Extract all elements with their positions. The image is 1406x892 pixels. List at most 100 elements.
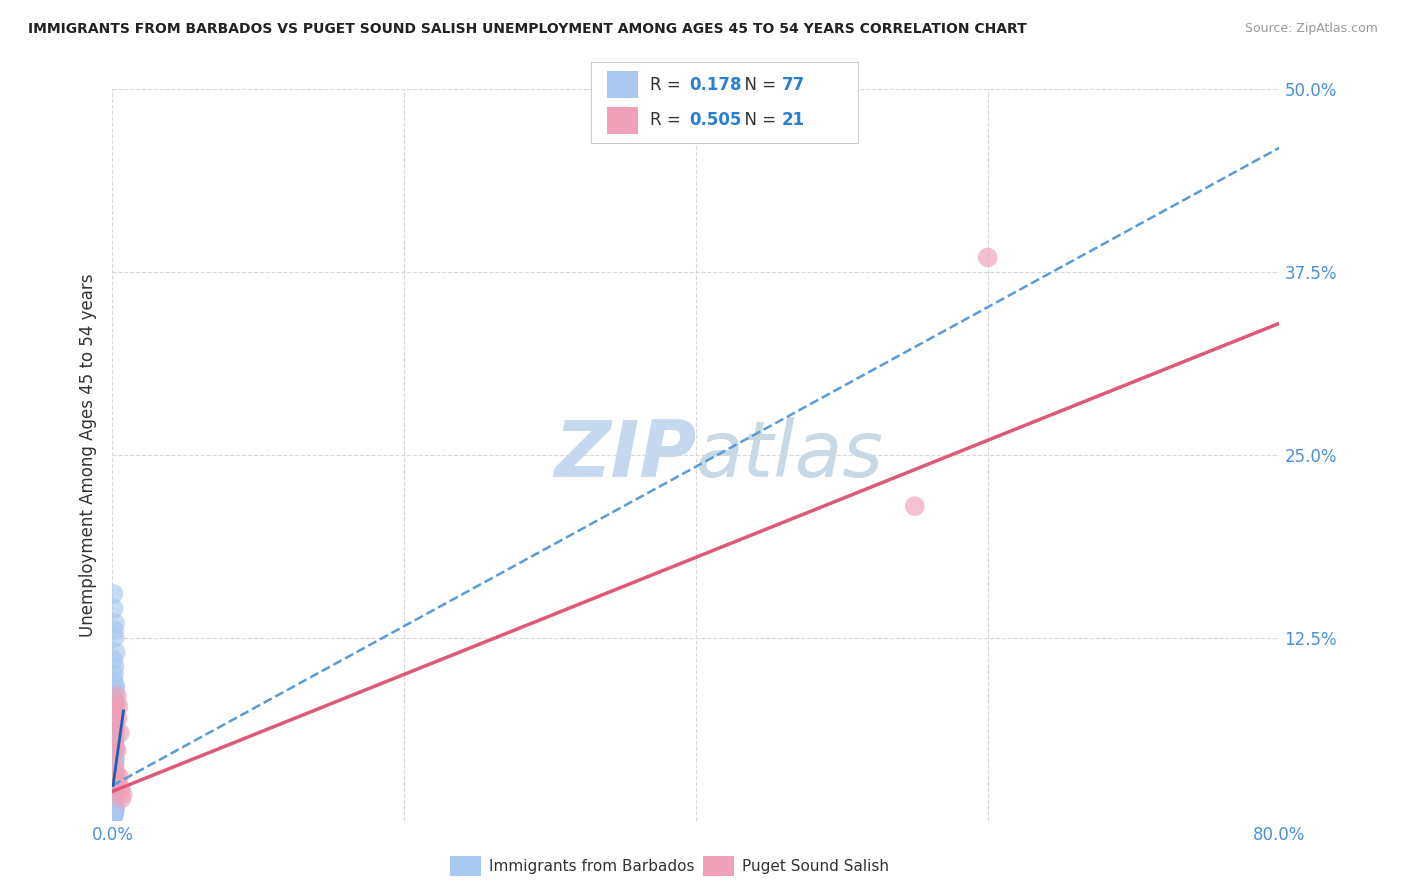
Text: Puget Sound Salish: Puget Sound Salish bbox=[742, 859, 890, 873]
Point bbox=[105, 690, 128, 704]
Point bbox=[104, 616, 127, 631]
Point bbox=[104, 799, 127, 814]
Point bbox=[103, 740, 125, 755]
Y-axis label: Unemployment Among Ages 45 to 54 years: Unemployment Among Ages 45 to 54 years bbox=[79, 273, 97, 637]
Point bbox=[976, 251, 998, 265]
Text: N =: N = bbox=[734, 76, 782, 94]
Point bbox=[104, 708, 127, 723]
Point bbox=[104, 697, 127, 711]
Point bbox=[103, 799, 125, 814]
Point bbox=[103, 667, 125, 681]
Point bbox=[103, 711, 125, 725]
Point bbox=[103, 770, 125, 784]
Point bbox=[110, 791, 132, 805]
Point bbox=[103, 805, 125, 819]
Point bbox=[103, 793, 125, 807]
Text: R =: R = bbox=[650, 112, 686, 129]
Point bbox=[104, 679, 127, 693]
Point bbox=[103, 624, 125, 638]
Point bbox=[111, 787, 134, 801]
Point bbox=[101, 805, 124, 819]
Point bbox=[107, 699, 129, 714]
Point bbox=[103, 802, 125, 816]
Text: ZIP: ZIP bbox=[554, 417, 696, 493]
Point bbox=[103, 787, 125, 801]
Point bbox=[103, 697, 125, 711]
Point bbox=[103, 806, 125, 821]
Point bbox=[101, 758, 124, 772]
Point bbox=[103, 587, 125, 601]
Point bbox=[103, 770, 125, 784]
Point bbox=[101, 805, 124, 819]
Point bbox=[103, 704, 125, 718]
Point bbox=[104, 767, 127, 781]
Text: 21: 21 bbox=[782, 112, 804, 129]
Point bbox=[101, 809, 124, 823]
Point bbox=[103, 799, 125, 814]
Point bbox=[103, 755, 125, 769]
Point bbox=[105, 772, 128, 787]
Text: R =: R = bbox=[650, 76, 686, 94]
Text: 0.178: 0.178 bbox=[689, 76, 741, 94]
Point bbox=[103, 791, 125, 805]
Point bbox=[104, 708, 127, 723]
Point bbox=[103, 723, 125, 737]
Point bbox=[103, 802, 125, 816]
Point bbox=[104, 645, 127, 659]
Point bbox=[103, 777, 125, 791]
Point bbox=[103, 770, 125, 784]
Point bbox=[103, 733, 125, 747]
Point bbox=[104, 767, 127, 781]
Point bbox=[103, 708, 125, 723]
Point bbox=[104, 726, 127, 740]
Point bbox=[104, 758, 127, 772]
Point bbox=[104, 802, 127, 816]
Point bbox=[103, 704, 125, 718]
Point bbox=[104, 631, 127, 645]
Point bbox=[103, 802, 125, 816]
Text: 0.505: 0.505 bbox=[689, 112, 741, 129]
Point bbox=[104, 796, 127, 810]
Point bbox=[104, 752, 127, 766]
Text: Source: ZipAtlas.com: Source: ZipAtlas.com bbox=[1244, 22, 1378, 36]
Point bbox=[101, 781, 124, 796]
Point bbox=[103, 729, 125, 743]
Point bbox=[103, 660, 125, 674]
Point bbox=[103, 806, 125, 821]
Point bbox=[103, 763, 125, 777]
Point bbox=[103, 772, 125, 787]
Text: IMMIGRANTS FROM BARBADOS VS PUGET SOUND SALISH UNEMPLOYMENT AMONG AGES 45 TO 54 : IMMIGRANTS FROM BARBADOS VS PUGET SOUND … bbox=[28, 22, 1026, 37]
Text: atlas: atlas bbox=[696, 417, 884, 493]
Point bbox=[103, 777, 125, 791]
Point bbox=[103, 653, 125, 667]
Point bbox=[110, 781, 132, 796]
Point bbox=[103, 694, 125, 708]
Point bbox=[103, 718, 125, 732]
Point bbox=[101, 784, 124, 798]
Text: Immigrants from Barbados: Immigrants from Barbados bbox=[489, 859, 695, 873]
Point bbox=[103, 738, 125, 752]
Point bbox=[103, 699, 125, 714]
Point bbox=[103, 799, 125, 814]
Point bbox=[105, 743, 128, 757]
Point bbox=[104, 733, 127, 747]
Point bbox=[103, 733, 125, 747]
Point bbox=[103, 674, 125, 689]
Point bbox=[104, 718, 127, 732]
Point bbox=[103, 601, 125, 615]
Point bbox=[103, 787, 125, 801]
Text: N =: N = bbox=[734, 112, 782, 129]
Point bbox=[103, 752, 125, 766]
Point bbox=[103, 747, 125, 762]
Point bbox=[107, 711, 129, 725]
Point bbox=[103, 690, 125, 704]
Point bbox=[101, 743, 124, 757]
Point bbox=[103, 726, 125, 740]
Point bbox=[103, 758, 125, 772]
Point bbox=[104, 681, 127, 696]
Point bbox=[103, 714, 125, 728]
Point bbox=[103, 807, 125, 822]
Point bbox=[103, 807, 125, 822]
Point bbox=[104, 697, 127, 711]
Point bbox=[103, 791, 125, 805]
